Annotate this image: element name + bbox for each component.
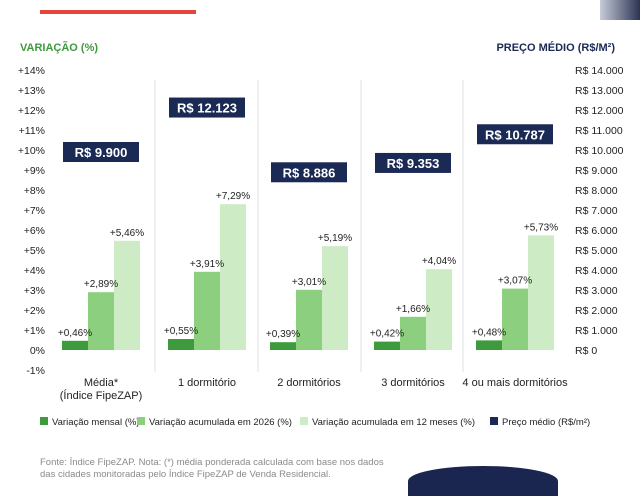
left-tick-label: +14% bbox=[18, 65, 45, 77]
left-tick-label: +1% bbox=[24, 325, 45, 337]
footer-line-1: Fonte: Índice FipeZAP. Nota: (*) média p… bbox=[40, 457, 384, 468]
category-label: Média* bbox=[84, 377, 119, 389]
legend-swatch bbox=[137, 417, 145, 425]
bar-value-label: +1,66% bbox=[396, 304, 430, 315]
left-tick-label: +10% bbox=[18, 145, 45, 157]
price-box bbox=[477, 124, 553, 145]
bar-value-label: +3,91% bbox=[190, 259, 224, 270]
price-label: R$ 8.886 bbox=[283, 165, 336, 180]
price-label: R$ 10.787 bbox=[485, 127, 545, 142]
top-accent-bar bbox=[40, 10, 196, 14]
bar-series-3 bbox=[114, 240, 140, 350]
bottom-decoration bbox=[408, 466, 558, 496]
category-label: 4 ou mais dormitórios bbox=[462, 377, 568, 389]
bar-value-label: +5,73% bbox=[524, 222, 558, 233]
right-tick-label: R$ 13.000 bbox=[575, 85, 624, 97]
category-label: 2 dormitórios bbox=[277, 377, 341, 389]
legend-label: Variação acumulada em 2026 (%) bbox=[149, 417, 292, 428]
legend-label: Variação mensal (%) bbox=[52, 417, 139, 428]
right-tick-label: R$ 6.000 bbox=[575, 225, 618, 237]
bar-series-3 bbox=[220, 204, 246, 350]
bar-value-label: +3,01% bbox=[292, 277, 326, 288]
left-tick-label: +11% bbox=[19, 125, 45, 137]
category-label: 3 dormitórios bbox=[381, 377, 445, 389]
bar-series-1 bbox=[374, 341, 400, 350]
left-tick-label: +9% bbox=[24, 165, 45, 177]
bar-value-label: +3,07% bbox=[498, 276, 532, 287]
left-tick-label: +8% bbox=[24, 185, 45, 197]
right-tick-label: R$ 1.000 bbox=[575, 325, 618, 337]
left-tick-label: +12% bbox=[18, 105, 45, 117]
right-tick-label: R$ 10.000 bbox=[575, 145, 624, 157]
bar-value-label: +0,48% bbox=[472, 327, 506, 338]
right-tick-label: R$ 4.000 bbox=[575, 265, 618, 277]
bar-value-label: +5,19% bbox=[318, 233, 352, 244]
bar-value-label: +0,39% bbox=[266, 329, 300, 340]
left-tick-label: +3% bbox=[24, 285, 45, 297]
price-box bbox=[63, 142, 139, 162]
price-box bbox=[271, 162, 347, 183]
bar-series-3 bbox=[322, 246, 348, 350]
bar-value-label: +0,42% bbox=[370, 329, 404, 340]
price-box bbox=[375, 152, 451, 173]
right-tick-label: R$ 7.000 bbox=[575, 205, 618, 217]
bar-series-1 bbox=[476, 340, 502, 350]
bar-value-label: +7,29% bbox=[216, 191, 250, 202]
right-tick-label: R$ 12.000 bbox=[575, 105, 624, 117]
right-tick-label: R$ 11.000 bbox=[575, 125, 623, 137]
bar-series-1 bbox=[62, 340, 88, 350]
footer-note: Fonte: Índice FipeZAP. Nota: (*) média p… bbox=[40, 457, 460, 481]
bar-series-2 bbox=[296, 289, 322, 350]
bar-series-1 bbox=[168, 339, 194, 350]
left-tick-label: +6% bbox=[24, 225, 45, 237]
right-tick-label: R$ 8.000 bbox=[575, 185, 618, 197]
bar-series-3 bbox=[426, 269, 452, 350]
bar-value-label: +0,55% bbox=[164, 326, 198, 337]
top-corner-decoration bbox=[600, 0, 640, 20]
legend-label: Variação acumulada em 12 meses (%) bbox=[312, 417, 475, 428]
bar-series-2 bbox=[400, 316, 426, 350]
bar-series-2 bbox=[88, 292, 114, 350]
bar-series-3 bbox=[528, 235, 554, 350]
chart: VARIAÇÃO (%) PREÇO MÉDIO (R$/M²) +14% +13… bbox=[18, 41, 624, 428]
right-tick-label: R$ 5.000 bbox=[575, 245, 618, 257]
bar-value-label: +2,89% bbox=[84, 279, 118, 290]
right-axis-title: PREÇO MÉDIO (R$/M²) bbox=[496, 41, 615, 54]
left-tick-label: -1% bbox=[26, 365, 45, 377]
legend-label: Preço médio (R$/m²) bbox=[502, 417, 590, 428]
left-tick-label: +2% bbox=[24, 305, 45, 317]
bar-value-label: +0,46% bbox=[58, 328, 92, 339]
right-tick-label: R$ 14.000 bbox=[575, 65, 624, 77]
left-tick-label: +7% bbox=[24, 205, 45, 217]
right-tick-label: R$ 0 bbox=[575, 345, 597, 357]
category-label: 1 dormitório bbox=[178, 377, 236, 389]
category-label-line2: (Índice FipeZAP) bbox=[60, 389, 143, 402]
bar-value-label: +4,04% bbox=[422, 256, 456, 267]
price-label: R$ 12.123 bbox=[177, 101, 237, 116]
left-tick-label: +5% bbox=[24, 245, 45, 257]
legend-swatch bbox=[490, 417, 498, 425]
left-axis-title: VARIAÇÃO (%) bbox=[20, 41, 98, 54]
right-tick-label: R$ 9.000 bbox=[575, 165, 618, 177]
price-box bbox=[169, 97, 245, 118]
bar-value-label: +5,46% bbox=[110, 228, 144, 239]
left-tick-label: +4% bbox=[24, 265, 45, 277]
legend-swatch bbox=[300, 417, 308, 425]
bar-series-1 bbox=[270, 342, 296, 350]
left-tick-label: 0% bbox=[30, 345, 45, 357]
legend-swatch bbox=[40, 417, 48, 425]
bar-series-2 bbox=[502, 288, 528, 350]
left-tick-label: +13% bbox=[18, 85, 45, 97]
bar-series-2 bbox=[194, 271, 220, 350]
right-tick-label: R$ 3.000 bbox=[575, 285, 618, 297]
right-tick-label: R$ 2.000 bbox=[575, 305, 618, 317]
price-label: R$ 9.353 bbox=[387, 156, 440, 171]
price-label: R$ 9.900 bbox=[75, 145, 128, 160]
footer-line-2: das cidades monitoradas pelo Índice Fipe… bbox=[40, 469, 331, 480]
